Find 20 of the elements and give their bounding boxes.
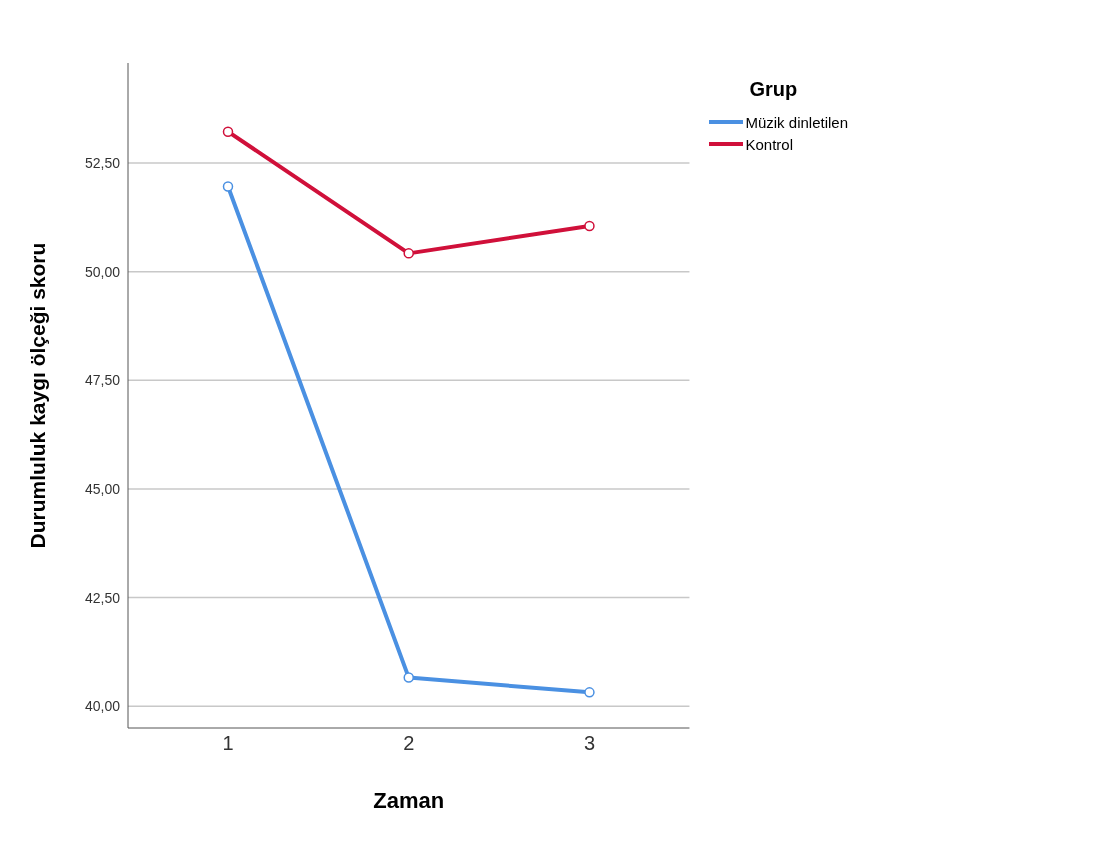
x-tick-label: 3	[583, 732, 596, 755]
y-tick-label: 42,50	[84, 589, 121, 606]
point	[584, 220, 595, 232]
x-axis-title: Zaman	[373, 788, 445, 813]
point	[222, 181, 234, 192]
point	[403, 672, 414, 683]
point	[403, 248, 414, 259]
legend-label: Müzik dinletilen	[745, 113, 848, 131]
legend-title: Grup	[749, 78, 799, 101]
point	[584, 687, 595, 698]
y-tick-label: 52,50	[84, 154, 121, 171]
y-tick-label: 50,00	[84, 263, 121, 280]
y-tick-label: 47,50	[84, 372, 121, 389]
x-tick-label: 2	[403, 732, 415, 755]
y-tick-label: 40,00	[84, 698, 121, 715]
y-tick-label: 45,00	[84, 480, 121, 497]
legend-label: Kontrol	[745, 135, 793, 153]
point	[222, 126, 234, 137]
x-tick-label: 1	[222, 732, 234, 755]
y-axis-title: Durumluluk kaygı ölçeği skoru	[26, 242, 50, 549]
